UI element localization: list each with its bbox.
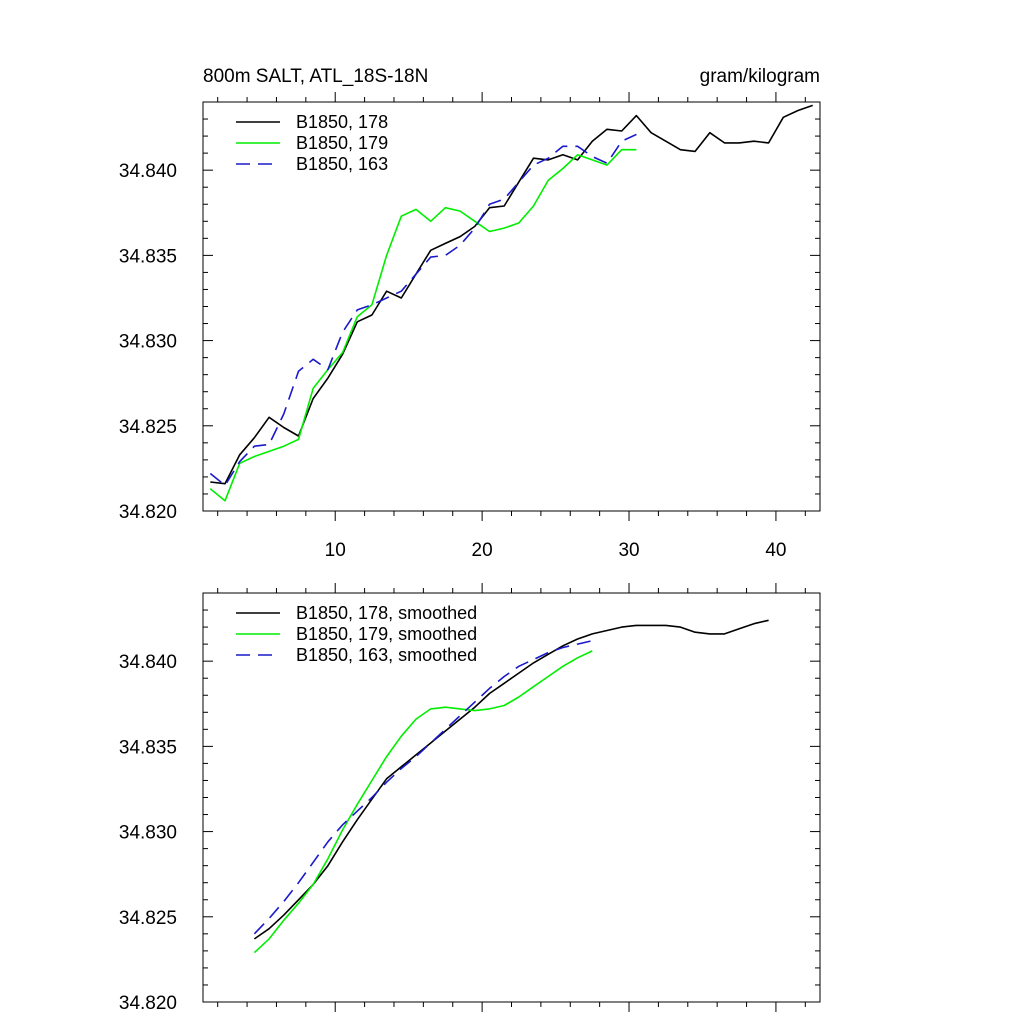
legend-label: B1850, 178 <box>296 112 388 132</box>
units-label: gram/kilogram <box>700 66 820 87</box>
legend-label: B1850, 179 <box>296 133 388 153</box>
y-tick-label: 34.835 <box>119 246 177 267</box>
chart-title: 800m SALT, ATL_18S-18N <box>203 66 428 87</box>
series-line-b1850-163 <box>209 133 637 487</box>
bottom-panel: 34.820 34.825 34.830 34.835 34.840 B1850, 17… <box>119 583 821 1014</box>
series-group <box>209 104 813 502</box>
top-panel: 800m SALT, ATL_18S-18N gram/kilogram 34.… <box>119 66 821 561</box>
series-line-b1850-178-smoothed <box>253 619 769 940</box>
y-tick-label: 34.830 <box>119 823 177 844</box>
x-tick-label: 30 <box>618 540 639 561</box>
y-tick-label: 34.835 <box>119 737 177 758</box>
series-group <box>253 619 769 954</box>
y-tick-label: 34.825 <box>119 908 177 929</box>
legend-label: B1850, 178, smoothed <box>296 603 477 623</box>
legend-label: B1850, 179, smoothed <box>296 624 477 644</box>
series-line-b1850-178 <box>210 104 813 485</box>
y-tick-label: 34.840 <box>119 652 177 673</box>
x-tick-label: 20 <box>472 540 493 561</box>
legend-label: B1850, 163 <box>296 154 388 174</box>
x-tick-label: 40 <box>765 540 786 561</box>
y-tick-label: 34.820 <box>119 993 177 1014</box>
x-tick-label: 10 <box>325 540 346 561</box>
series-line-b1850-163-smoothed <box>253 639 593 935</box>
y-tick-label: 34.840 <box>119 161 177 182</box>
y-tick-label: 34.825 <box>119 417 177 438</box>
series-line-b1850-179-smoothed <box>253 650 593 954</box>
series-line-b1850-179 <box>209 148 637 502</box>
legend-label: B1850, 163, smoothed <box>296 645 477 665</box>
y-tick-label: 34.830 <box>119 332 177 353</box>
y-tick-label: 34.820 <box>119 502 177 523</box>
